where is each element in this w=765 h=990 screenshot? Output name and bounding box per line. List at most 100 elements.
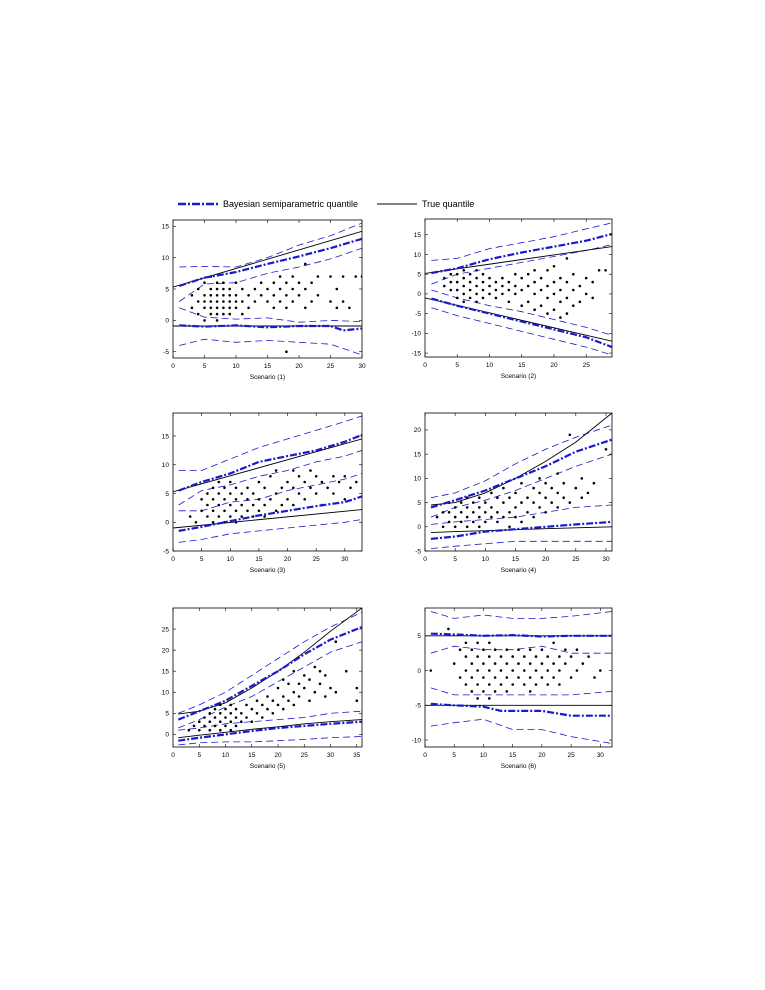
data-point	[508, 511, 511, 514]
x-tick-label: 5	[203, 363, 207, 370]
data-point	[569, 676, 573, 679]
data-point	[502, 486, 505, 490]
data-point	[282, 678, 285, 681]
panel-5: 0 5 10 15 20 25 30 35 0 5 10 15 20 25 Scenario (5)	[162, 607, 363, 770]
data-point	[190, 294, 194, 297]
x-tick-label: 15	[512, 556, 520, 563]
data-point	[564, 662, 567, 665]
x-tick-label: 10	[227, 556, 235, 563]
data-point	[453, 506, 457, 509]
data-point	[568, 501, 572, 504]
data-point	[514, 292, 517, 296]
data-point	[544, 481, 547, 485]
data-point	[465, 515, 469, 519]
data-point	[211, 486, 215, 490]
data-point	[223, 509, 226, 513]
data-point	[514, 506, 517, 509]
data-point	[476, 697, 479, 700]
data-point	[209, 306, 213, 310]
y-tick-label: 0	[165, 732, 169, 739]
data-point	[203, 319, 206, 322]
data-point	[223, 498, 226, 501]
x-tick-label: 0	[171, 363, 175, 370]
data-point	[565, 296, 569, 300]
x-tick-label: 25	[327, 363, 335, 370]
data-point	[217, 480, 221, 484]
data-point	[546, 669, 549, 672]
data-point	[308, 678, 311, 681]
data-point	[313, 690, 317, 694]
data-point	[556, 491, 559, 495]
bayes-quantile-line	[430, 438, 612, 509]
data-point	[215, 312, 219, 316]
bayes-quantile-line	[430, 702, 612, 717]
data-point	[269, 475, 272, 478]
data-point	[511, 655, 514, 658]
data-point	[263, 503, 266, 507]
data-point	[488, 641, 491, 645]
data-point	[494, 280, 498, 284]
data-point	[241, 287, 244, 291]
data-point	[464, 669, 468, 672]
x-tick-label: 0	[423, 752, 427, 759]
data-point	[228, 287, 231, 291]
data-point	[514, 491, 517, 495]
data-point	[552, 280, 556, 284]
panel-2: 0 5 10 15 20 25 -15 -10 -5 0 5 10 15 Scenario (2)	[412, 218, 613, 380]
data-point	[572, 288, 575, 292]
bayes-quantile-line	[178, 433, 362, 492]
data-point	[482, 676, 485, 679]
data-point	[520, 288, 523, 292]
data-point	[261, 703, 264, 707]
data-point	[309, 469, 312, 472]
data-point	[520, 304, 523, 308]
credible-band-line	[179, 338, 362, 356]
data-point	[209, 294, 213, 297]
data-point	[287, 699, 290, 702]
data-point	[345, 669, 348, 673]
x-axis-label: Scenario (3)	[250, 567, 285, 574]
data-point	[464, 655, 468, 658]
data-point	[251, 492, 255, 495]
credible-band-line	[178, 450, 362, 506]
data-point	[449, 288, 453, 292]
data-point	[303, 498, 307, 501]
data-point	[572, 272, 575, 276]
data-point	[215, 294, 219, 297]
data-point	[285, 350, 288, 354]
x-tick-label: 5	[197, 752, 201, 759]
plot-area	[177, 608, 362, 746]
data-point	[246, 509, 249, 513]
x-tick-label: 10	[232, 363, 240, 370]
data-point	[247, 306, 250, 310]
axes-frame	[424, 218, 613, 358]
data-point	[297, 682, 301, 686]
x-tick-label: 10	[222, 752, 230, 759]
data-point	[564, 648, 567, 651]
data-point	[494, 296, 498, 300]
data-point	[475, 276, 478, 280]
data-point	[240, 720, 243, 723]
data-point	[266, 300, 269, 303]
data-point	[310, 300, 313, 303]
data-point	[449, 280, 453, 284]
data-point	[188, 515, 192, 518]
y-tick-label: -5	[163, 349, 169, 356]
data-point	[581, 662, 585, 665]
axes-frame	[172, 412, 363, 552]
data-point	[343, 498, 347, 501]
legend-bayes-label: Bayesian semiparametric quantile	[223, 199, 358, 209]
data-point	[514, 515, 517, 519]
data-point	[481, 288, 485, 292]
data-point	[309, 486, 312, 490]
data-point	[475, 284, 478, 288]
data-point	[565, 312, 569, 315]
y-tick-label: 0	[165, 520, 169, 527]
data-point	[449, 272, 453, 276]
data-point	[523, 655, 526, 658]
bayes-quantile-line	[430, 632, 612, 638]
x-tick-label: 20	[295, 363, 303, 370]
data-point	[224, 724, 227, 728]
data-point	[200, 498, 203, 501]
